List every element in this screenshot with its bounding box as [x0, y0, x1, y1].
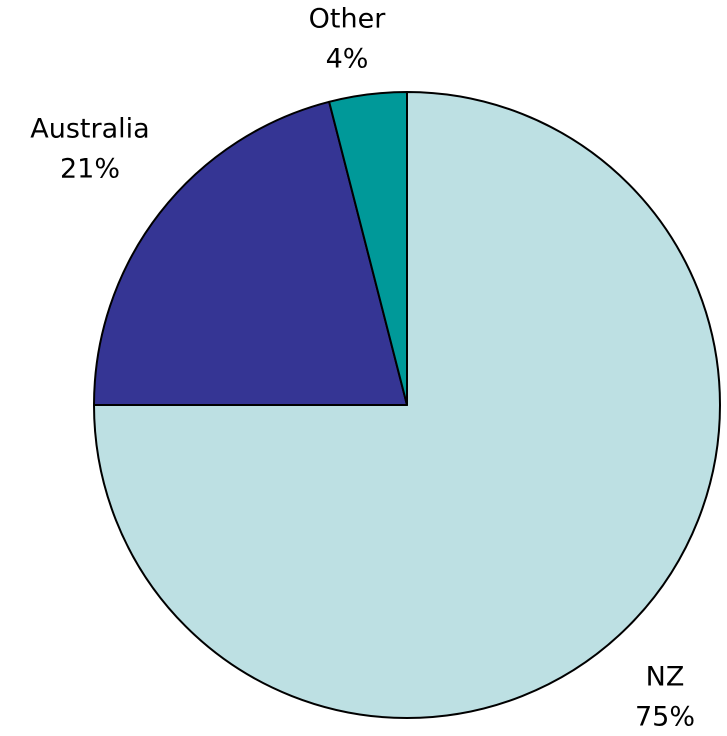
slice-label: Other: [309, 4, 387, 35]
slice-value-label: 4%: [326, 44, 369, 75]
slice-label: Australia: [30, 114, 149, 145]
pie-slice: [328, 91, 408, 406]
slice-value-label: 75%: [635, 702, 695, 733]
pie-slice: [93, 91, 721, 719]
pie-slice: [93, 100, 408, 406]
slice-label: NZ: [646, 662, 685, 693]
slice-value-label: 21%: [60, 154, 120, 185]
